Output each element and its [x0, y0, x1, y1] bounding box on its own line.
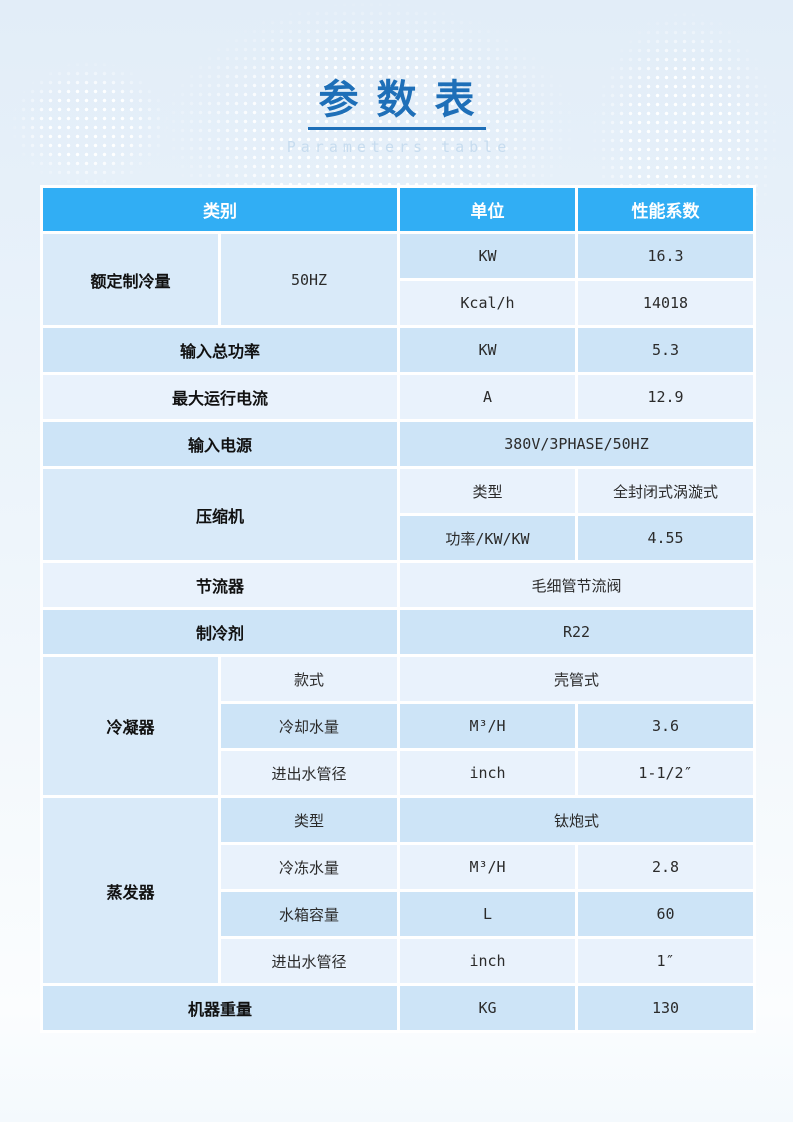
table-row: 制冷剂 R22: [40, 607, 756, 657]
unit-cell: KG: [397, 983, 578, 1033]
unit-cell: KW: [397, 325, 578, 375]
table-row: 冷却水量 M³/H 3.6: [42, 701, 756, 751]
unit-cell: 功率/KW/KW: [397, 513, 578, 563]
category-cell: 输入总功率: [40, 325, 400, 375]
table-row: 蒸发器 类型 钛炮式: [40, 795, 756, 986]
sub-label-cell: 冷却水量: [218, 701, 400, 751]
value-cell: 毛细管节流阀: [397, 560, 756, 610]
page-subtitle: Parameters table: [286, 138, 512, 156]
table-row: 冷冻水量 M³/H 2.8: [42, 842, 756, 892]
sub-label-cell: 水箱容量: [218, 889, 400, 939]
unit-cell: inch: [397, 936, 578, 986]
value-cell: 12.9: [575, 372, 756, 422]
sub-label-cell: 50HZ: [218, 231, 400, 328]
value-cell: 1-1/2″: [575, 748, 756, 798]
category-cell: 蒸发器: [40, 795, 221, 986]
unit-cell: L: [397, 889, 578, 939]
category-cell: 最大运行电流: [40, 372, 400, 422]
category-cell: 机器重量: [40, 983, 400, 1033]
category-cell: 输入电源: [40, 419, 400, 469]
table-row: 冷凝器 款式 壳管式: [40, 654, 756, 798]
category-cell: 冷凝器: [40, 654, 221, 798]
title-block: 参数表 Parameters table: [0, 76, 793, 157]
value-cell: 4.55: [575, 513, 756, 563]
category-cell: 额定制冷量: [40, 231, 221, 328]
value-cell: 2.8: [575, 842, 756, 892]
value-cell: 3.6: [575, 701, 756, 751]
unit-cell: 类型: [397, 466, 578, 516]
table-row: 额定制冷量 50HZ KW 16.3: [40, 231, 756, 328]
table-row: 进出水管径 inch 1-1/2″: [42, 748, 756, 798]
sub-label-cell: 冷冻水量: [218, 842, 400, 892]
value-cell: 16.3: [575, 231, 756, 281]
sub-label-cell: 进出水管径: [218, 936, 400, 986]
sub-label-cell: 进出水管径: [218, 748, 400, 798]
unit-cell: A: [397, 372, 578, 422]
unit-cell: M³/H: [397, 701, 578, 751]
unit-cell: KW: [397, 231, 578, 281]
header-unit: 单位: [397, 185, 578, 234]
table-row: 输入总功率 KW 5.3: [40, 325, 756, 375]
unit-cell: M³/H: [397, 842, 578, 892]
sub-label-cell: 款式: [218, 654, 400, 704]
value-cell: 1″: [575, 936, 756, 986]
value-cell: 全封闭式涡漩式: [575, 466, 756, 516]
table-header-row: 类别 单位 性能系数: [40, 185, 756, 234]
unit-cell: Kcal/h: [397, 278, 578, 328]
table-row: 输入电源 380V/3PHASE/50HZ: [40, 419, 756, 469]
page-title: 参数表: [318, 76, 493, 123]
header-coefficient: 性能系数: [575, 185, 756, 234]
value-cell: 380V/3PHASE/50HZ: [397, 419, 756, 469]
unit-cell: inch: [397, 748, 578, 798]
category-cell: 制冷剂: [40, 607, 400, 657]
table-row: Kcal/h 14018: [42, 278, 756, 328]
table-row: 功率/KW/KW 4.55: [42, 513, 756, 563]
value-cell: 60: [575, 889, 756, 939]
category-cell: 节流器: [40, 560, 400, 610]
sub-label-cell: 类型: [218, 795, 400, 845]
category-cell: 压缩机: [40, 466, 400, 563]
table-row: 压缩机 类型 全封闭式涡漩式: [40, 466, 756, 563]
parameters-table: 类别 单位 性能系数 额定制冷量 50HZ KW 16.3 Kcal/h 140…: [40, 185, 756, 1033]
table-row: 节流器 毛细管节流阀: [40, 560, 756, 610]
table-row: 最大运行电流 A 12.9: [40, 372, 756, 422]
value-cell: 5.3: [575, 325, 756, 375]
table-row: 水箱容量 L 60: [42, 889, 756, 939]
header-category: 类别: [40, 185, 400, 234]
table-row: 机器重量 KG 130: [40, 983, 756, 1033]
table-row: 进出水管径 inch 1″: [42, 936, 756, 986]
value-cell: 130: [575, 983, 756, 1033]
value-cell: 壳管式: [397, 654, 756, 704]
value-cell: R22: [397, 607, 756, 657]
title-underline: [307, 127, 486, 130]
value-cell: 14018: [575, 278, 756, 328]
value-cell: 钛炮式: [397, 795, 756, 845]
